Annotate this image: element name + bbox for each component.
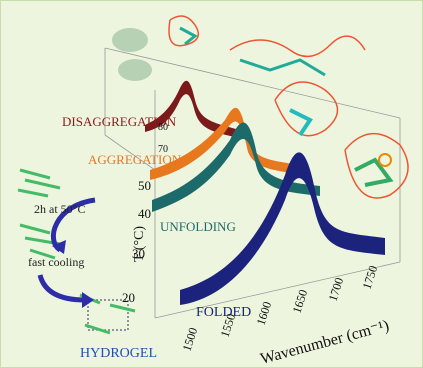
figure: DISAGGREGATION AGGREGATION UNFOLDING FOL… [0,0,423,368]
label: 2h at 50°C [34,202,85,216]
t-tick-label: 40 [138,206,151,221]
label: HYDROGEL [80,346,157,361]
t-tick-label: 20 [122,290,135,305]
t-tick-label: 50 [138,178,151,193]
label: fast cooling [28,255,84,269]
t-tick-label: 80 [158,122,168,133]
graphical-abstract: DISAGGREGATION AGGREGATION UNFOLDING FOL… [0,0,423,368]
t-tick-label: 70 [158,144,168,155]
label: UNFOLDING [160,219,236,234]
t-tick-label: 30 [132,246,145,261]
